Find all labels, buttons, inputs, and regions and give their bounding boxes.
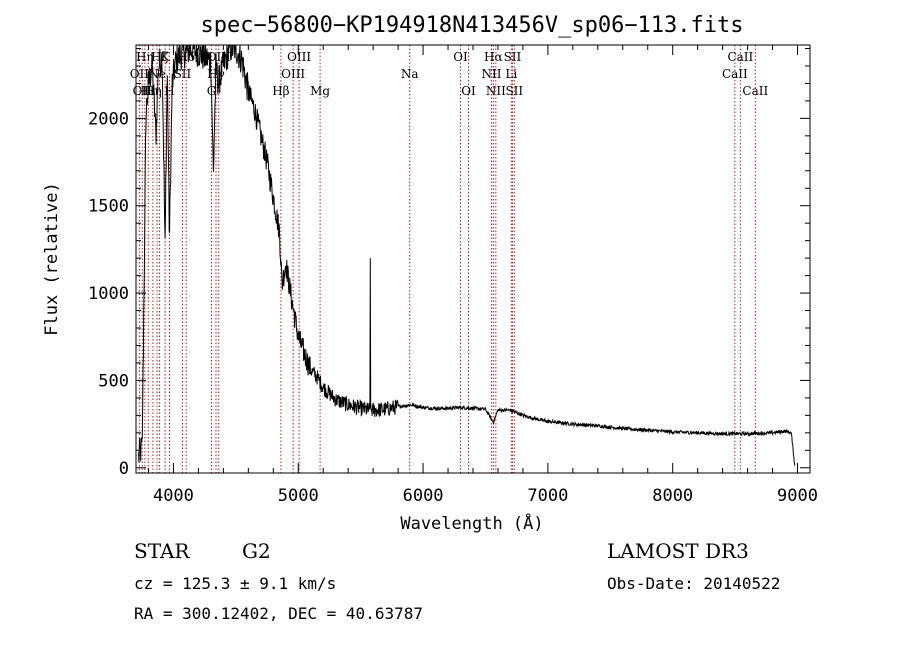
- survey-name: LAMOST DR3: [607, 539, 749, 563]
- line-marker-labels: OIIOIIHηHιHηNeHζKHSIIHδGHγOIIIHβOIIIOIII…: [130, 50, 769, 98]
- y-axis-label: Flux (relative): [42, 182, 62, 336]
- redshift-cz: cz = 125.3 ± 9.1 km/s: [134, 574, 336, 593]
- line-marker-label: K: [161, 50, 171, 64]
- line-marker-label: Mg: [310, 84, 330, 98]
- x-axis-label: Wavelength (Å): [400, 512, 543, 534]
- y-tick-label: 0: [119, 459, 129, 479]
- spectrum-series: [138, 44, 796, 466]
- line-markers: [138, 45, 756, 473]
- x-tick-label: 7000: [527, 486, 568, 506]
- chart-title: spec−56800−KP194918N413456V_sp06−113.fit…: [200, 13, 743, 38]
- x-tick-label: 4000: [153, 486, 194, 506]
- line-marker-label: OII: [130, 67, 150, 81]
- line-marker-label: H: [164, 84, 174, 98]
- line-marker-label: NII: [481, 67, 501, 81]
- line-marker-label: Hα: [484, 50, 503, 64]
- line-marker-label: OI: [453, 50, 468, 64]
- object-subclass: G2: [242, 539, 271, 563]
- line-marker-label: CaII: [742, 84, 768, 98]
- line-marker-label: Li: [505, 67, 517, 81]
- line-marker-label: OI: [461, 84, 476, 98]
- x-tick-label: 9000: [777, 486, 818, 506]
- y-tick-label: 500: [98, 371, 129, 391]
- line-marker-label: OIII: [287, 50, 311, 64]
- x-tick-label: 8000: [652, 486, 693, 506]
- x-tick-label: 5000: [278, 486, 319, 506]
- line-marker-label: SII: [505, 84, 523, 98]
- observation-date: Obs-Date: 20140522: [607, 574, 780, 593]
- object-class: STAR: [134, 539, 190, 563]
- line-marker-label: OIII: [281, 67, 305, 81]
- coordinates: RA = 300.12402, DEC = 40.63787: [134, 604, 423, 623]
- line-marker-label: CaII: [727, 50, 753, 64]
- line-marker-label: OII: [133, 84, 153, 98]
- y-tick-label: 2000: [88, 109, 129, 129]
- line-marker-label: Hβ: [272, 84, 289, 98]
- line-marker-label: NII: [486, 84, 506, 98]
- x-tick-label: 6000: [403, 486, 444, 506]
- y-tick-label: 1500: [88, 197, 129, 217]
- line-marker-label: CaII: [722, 67, 748, 81]
- y-tick-label: 1000: [88, 284, 129, 304]
- y-axis: 0 500 1000 1500 2000: [88, 47, 810, 479]
- line-marker-label: Na: [401, 67, 419, 81]
- line-marker-label: SII: [504, 50, 522, 64]
- line-marker-label: Hη: [136, 50, 154, 64]
- x-axis: 4000 5000 6000 7000 8000 9000: [147, 45, 818, 506]
- spectrum-line: [138, 44, 796, 466]
- line-marker-label: SII: [174, 67, 192, 81]
